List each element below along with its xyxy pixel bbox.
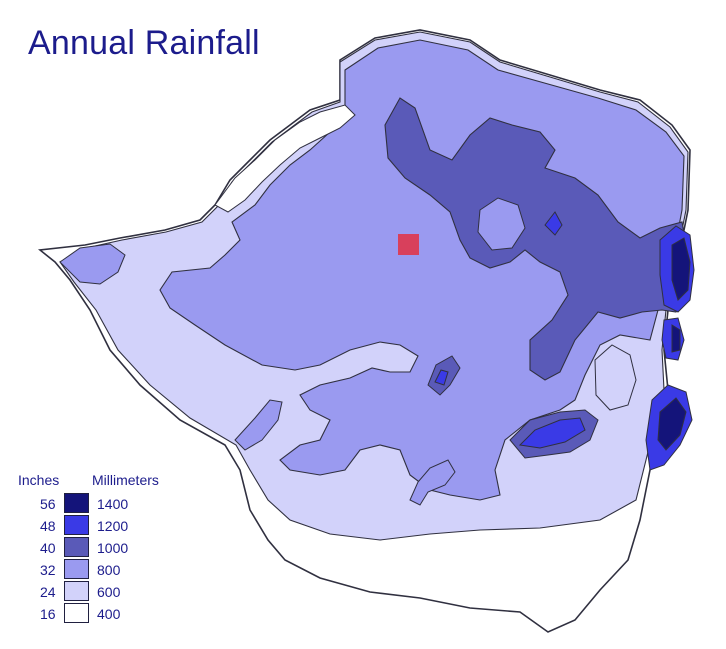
legend-swatch-400 (64, 603, 89, 623)
lake-kariba (214, 104, 356, 213)
rainfall-zone-se-1200 (518, 417, 586, 449)
legend-swatch-1200 (64, 515, 89, 535)
legend-mm-1200: 1200 (97, 518, 129, 534)
legend-mm-heading: Millimeters (92, 472, 159, 488)
rainfall-zone-east-1400b (671, 324, 681, 353)
rainfall-zone-inner-800 (477, 197, 526, 251)
rainfall-patch-ne-1200 (544, 211, 563, 236)
rainfall-patch-southcentral-800 (409, 459, 456, 506)
rainfall-zone-west-800 (59, 243, 126, 285)
legend-inches-40: 40 (40, 540, 56, 556)
legend-swatch-600 (64, 581, 89, 601)
map-title: Annual Rainfall (28, 24, 260, 62)
rainfall-zone-east-1400a (671, 237, 691, 301)
legend-inches-48: 48 (40, 518, 56, 534)
legend-swatch-800 (64, 559, 89, 579)
rainfall-patch-east-800 (594, 344, 637, 411)
legend-mm-1000: 1000 (97, 540, 129, 556)
legend-inches-heading: Inches (18, 472, 60, 488)
legend-mm-1400: 1400 (97, 496, 129, 512)
legend-inches-56: 56 (40, 496, 56, 512)
square-marker-icon (398, 234, 419, 255)
rainfall-zone-east-1400c (657, 397, 687, 451)
legend-inches-32: 32 (40, 562, 56, 578)
legend-mm-600: 600 (97, 584, 121, 600)
legend-swatch-1400 (64, 493, 89, 513)
legend-mm-800: 800 (97, 562, 121, 578)
rainfall-patch-central-1200 (434, 369, 449, 386)
legend-mm-400: 400 (97, 606, 121, 622)
legend-inches-24: 24 (40, 584, 56, 600)
rainfall-zone-1000-1200 (384, 97, 689, 381)
rainfall-patch-south-800 (234, 399, 283, 451)
legend-inches-16: 16 (40, 606, 56, 622)
legend-swatch-1000 (64, 537, 89, 557)
